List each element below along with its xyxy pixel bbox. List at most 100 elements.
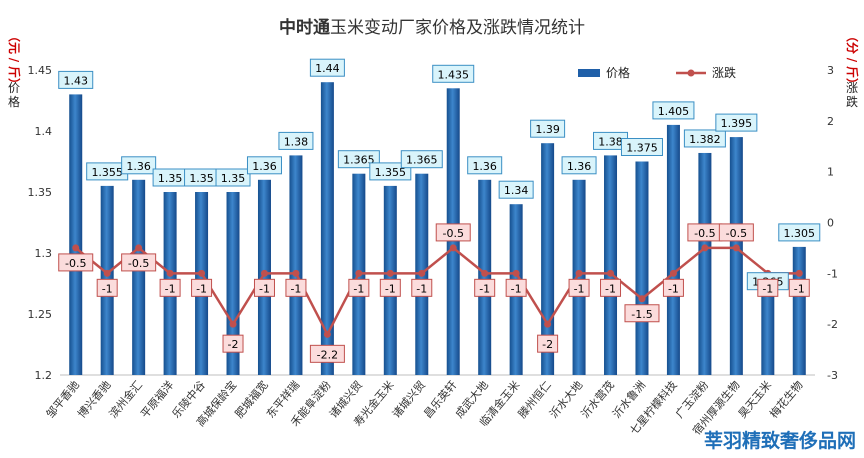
- change-value-label-text: -1: [385, 282, 396, 295]
- bar-value-label-text: 1.34: [504, 184, 529, 197]
- bar: [698, 152, 712, 375]
- change-value-label-box: [222, 334, 244, 353]
- bar-value-label: 1.365: [337, 150, 380, 169]
- y-left-unit-char: 斤: [7, 66, 22, 78]
- bar-value-label-box: [369, 162, 412, 181]
- change-value-label: -1: [662, 278, 684, 297]
- change-value-label-box: [788, 278, 810, 297]
- category-labels: 邹平香驰博兴香驰滨州金汇平原福洋乐陵中谷高城保龄宝肥城福宽东平祥瑞禾能阜淀粉诸城…: [43, 378, 806, 438]
- line-point: [72, 244, 80, 252]
- line-point: [103, 269, 111, 277]
- change-value-label-text: -1: [574, 282, 585, 295]
- bar: [320, 82, 334, 375]
- bar-value-label-text: 1.36: [252, 160, 277, 173]
- bar-value-label-text: 1.365: [406, 154, 438, 167]
- change-value-label-text: -1: [511, 282, 522, 295]
- change-value-label-box: [757, 278, 779, 297]
- y-left-tick-label: 1.4: [35, 125, 53, 138]
- change-value-label-text: -1: [668, 282, 679, 295]
- change-value-label: -1.5: [624, 304, 660, 323]
- bar-value-label: 1.395: [715, 113, 758, 132]
- bar-value-label-box: [400, 150, 443, 169]
- bar-value-label: 1.382: [683, 129, 726, 148]
- bar: [226, 192, 240, 375]
- change-value-label-text: -1.5: [631, 308, 652, 321]
- y-right-unit-char: /: [845, 58, 859, 63]
- change-value-label-text: -1: [353, 282, 364, 295]
- change-value-label-text: -0.5: [726, 227, 747, 240]
- change-value-label: -1: [96, 278, 118, 297]
- bar-value-label: 1.365: [400, 150, 443, 169]
- line-point: [198, 269, 206, 277]
- bar-value-label-text: 1.44: [315, 62, 340, 75]
- bar-value-label: 1.36: [246, 156, 282, 175]
- bar-value-label-text: 1.355: [91, 166, 123, 179]
- y-right-title-char: 跌: [846, 94, 858, 109]
- line-point: [732, 244, 740, 252]
- bar-value-label-text: 1.405: [658, 105, 690, 118]
- change-value-label-box: [474, 278, 496, 297]
- bar-value-label-text: 1.395: [721, 117, 753, 130]
- line-point: [135, 244, 143, 252]
- change-value-label-text: -1: [762, 282, 773, 295]
- change-value-label-text: -0.5: [128, 257, 149, 270]
- line-point: [323, 330, 331, 338]
- bar: [666, 124, 680, 376]
- watermark-text: 莘羽精致奢侈品网: [704, 429, 856, 452]
- bar: [478, 179, 492, 375]
- bar-value-label-text: 1.35: [189, 172, 214, 185]
- y-left-unit-char: ）: [7, 78, 22, 90]
- change-value-label-box: [505, 278, 527, 297]
- bar: [572, 179, 586, 375]
- line-point: [701, 244, 709, 252]
- line-point: [795, 269, 803, 277]
- bar-value-label-text: 1.35: [158, 172, 183, 185]
- bar-value-label-box: [58, 70, 94, 89]
- y-right-tick-label: 3: [827, 64, 834, 77]
- bar: [132, 179, 146, 375]
- bar-value-label: 1.36: [121, 156, 157, 175]
- line-point: [418, 269, 426, 277]
- bar-value-label-box: [467, 156, 503, 175]
- bar-value-label: 1.35: [152, 168, 188, 187]
- bar: [761, 295, 775, 375]
- change-value-label-text: -1: [794, 282, 805, 295]
- y-right-tick-label: 1: [827, 166, 834, 179]
- bar: [257, 179, 271, 375]
- y-right-tick-label: 2: [827, 115, 834, 128]
- bar-value-label-box: [215, 168, 251, 187]
- chart-title-prefix: 中时通: [279, 17, 330, 38]
- change-value-label-box: [121, 253, 157, 272]
- y-left-title-char: 格: [8, 94, 20, 109]
- y-left-tick-label: 1.2: [35, 369, 53, 382]
- change-value-label-text: -2: [228, 338, 239, 351]
- change-value-label-text: -1: [290, 282, 301, 295]
- change-value-label-box: [96, 278, 118, 297]
- bar-value-label: 1.38: [593, 131, 629, 150]
- change-value-label: -1: [788, 278, 810, 297]
- change-value-label: -1: [159, 278, 181, 297]
- change-value-label: -1: [285, 278, 307, 297]
- y-right-tick-label: -3: [827, 369, 838, 382]
- bar-value-label-box: [652, 101, 695, 120]
- bar-value-label-text: 1.39: [535, 123, 560, 136]
- change-value-label: -2: [537, 334, 559, 353]
- y-right-unit-char: （: [845, 30, 860, 42]
- y-right-tick-label: -2: [827, 318, 838, 331]
- change-value-label-box: [718, 223, 754, 242]
- change-value-label-text: -2: [542, 338, 553, 351]
- bar-value-label-box: [309, 58, 345, 77]
- change-value-label-box: [411, 278, 433, 297]
- line-point: [386, 269, 394, 277]
- legend-swatch-marker: [687, 69, 695, 77]
- bar-value-label-text: 1.365: [343, 154, 375, 167]
- bar-value-label-text: 1.355: [375, 166, 407, 179]
- y-right-tick-label: 0: [827, 217, 834, 230]
- y-left-unit-char: 元: [7, 42, 21, 54]
- bar-value-label-box: [278, 131, 314, 150]
- bar-value-label-text: 1.38: [284, 135, 309, 148]
- change-value-label: -2.2: [309, 344, 345, 363]
- change-value-label-box: [191, 278, 213, 297]
- y-right-unit-char: 分: [845, 42, 860, 54]
- bar-value-label-box: [337, 150, 380, 169]
